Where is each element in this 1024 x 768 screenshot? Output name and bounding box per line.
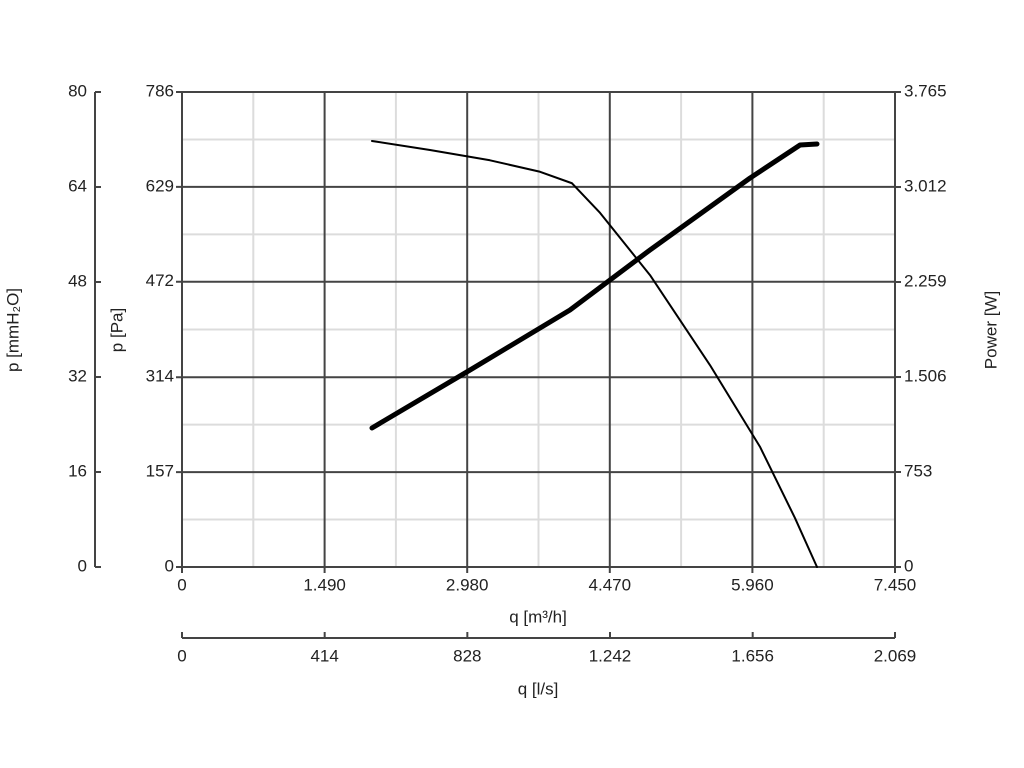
y2-tick-label: 2.259	[904, 271, 947, 290]
x2-axis-title: q [l/s]	[518, 679, 559, 698]
series-line	[370, 139, 819, 568]
x-tick-label: 5.960	[731, 575, 774, 594]
x-tick-label: 2.980	[446, 575, 489, 594]
y3-tick-label: 0	[78, 556, 87, 575]
y2-tick-label: 3.012	[904, 176, 947, 195]
y-axis-title: p [Pa]	[107, 308, 126, 352]
y3-tick-label: 80	[68, 81, 87, 100]
x2-tick-label: 0	[177, 646, 186, 665]
y3-tick-label: 16	[68, 461, 87, 480]
y3-axis-title: p [mmH₂O]	[3, 288, 22, 372]
x2-tick-label: 1.656	[731, 646, 774, 665]
x-tick-label: 0	[177, 575, 186, 594]
x-axis-title: q [m³/h]	[509, 607, 567, 626]
y3-tick-label: 64	[68, 176, 87, 195]
y2-tick-label: 3.765	[904, 81, 947, 100]
y-tick-label: 314	[146, 367, 174, 386]
y-tick-label: 472	[146, 271, 174, 290]
y-tick-label: 157	[146, 462, 174, 481]
x-tick-label: 4.470	[589, 575, 632, 594]
y-tick-label: 629	[146, 176, 174, 195]
x-tick-label: 7.450	[874, 575, 917, 594]
x-tick-label: 1.490	[303, 575, 346, 594]
x2-tick-label: 2.069	[874, 646, 917, 665]
y-tick-label: 786	[146, 81, 174, 100]
y3-tick-label: 48	[68, 271, 87, 290]
series-line	[369, 141, 820, 431]
x2-tick-label: 1.242	[589, 646, 632, 665]
x2-tick-label: 414	[310, 646, 338, 665]
y-tick-label: 0	[165, 556, 174, 575]
y2-axis-title: Power [W]	[981, 291, 1000, 369]
y3-tick-label: 32	[68, 366, 87, 385]
y2-tick-label: 1.506	[904, 366, 947, 385]
y2-tick-label: 753	[904, 461, 932, 480]
y2-tick-label: 0	[904, 556, 913, 575]
plot-frame	[181, 91, 896, 568]
x2-tick-label: 828	[453, 646, 481, 665]
